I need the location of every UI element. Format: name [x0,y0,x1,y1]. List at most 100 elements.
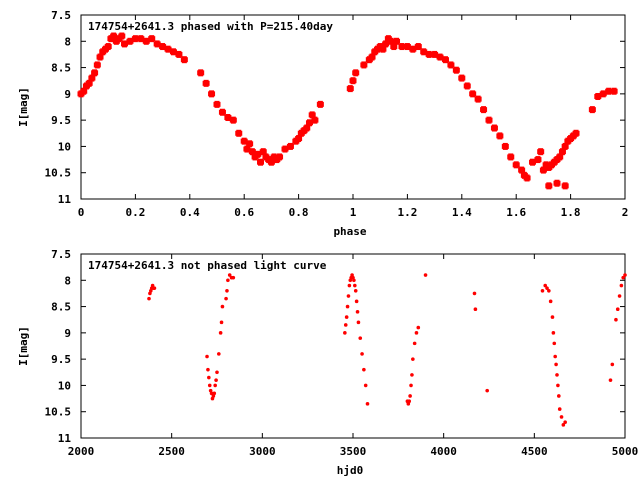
phased-data-point [99,48,107,56]
phased-x-tick-label: 1.6 [506,206,526,219]
phased-x-tick-label: 1.8 [561,206,581,219]
phased-data-point [567,135,575,143]
phased-data-point [104,43,112,51]
phased-data-point [474,95,482,103]
phased-data-point [115,35,123,43]
phased-data-point [229,116,237,124]
unphased-plot-title: 174754+2641.3 not phased light curve [88,259,327,272]
phased-data-point [501,142,509,150]
phased-data-point [257,158,265,166]
phased-data-point [292,137,300,145]
phased-data-point [382,40,390,48]
unphased-data-point [551,331,556,335]
phased-data-point [512,161,520,169]
unphased-data-point [355,310,360,314]
unphased-data-point [407,399,412,404]
unphased-data-point [206,367,210,372]
phased-data-point [276,153,284,161]
phased-data-point [346,85,354,93]
phased-data-point [558,148,566,156]
phased-data-point [93,61,101,69]
phased-data-point [529,158,537,166]
unphased-x-tick-label: 5000 [612,445,639,458]
phased-x-tick-label: 0.6 [234,206,254,219]
phased-data-point [267,158,275,166]
phased-data-point [537,148,545,156]
phased-data-point [545,163,553,171]
phased-data-point [518,166,526,174]
unphased-data-point [552,341,557,346]
unphased-y-tick-label: 9.5 [51,353,71,366]
unphased-data-point [472,291,477,296]
phased-data-point [373,45,381,53]
unphased-data-point [213,383,217,388]
phased-data-point [265,156,273,164]
unphased-data-point [343,331,347,335]
phased-data-point [101,45,109,53]
unphased-data-point [555,373,559,377]
unphased-y-tick-label: 8 [64,274,71,287]
phased-data-point [352,69,360,77]
unphased-data-point [547,289,551,293]
phased-data-point [379,45,387,53]
phased-data-point [572,129,580,137]
unphased-data-point [365,402,370,406]
phased-data-point [403,43,411,51]
unphased-plot: 2000 2500 3000 3500 4000 4500 5000 7.5 8 8.5 9 9.5 1… [17,248,638,477]
phased-data-point [110,32,118,40]
unphased-data-point [408,394,412,398]
unphased-y-tick-label: 8.5 [51,301,71,314]
unphased-data-point [227,273,232,277]
phased-data-point [390,43,398,51]
phased-data-point [605,87,613,95]
phased-data-point [316,100,324,108]
unphased-data-point [345,304,350,309]
phased-data-point [409,45,417,53]
unphased-data-point [207,375,211,380]
phased-plot: 0 0.2 0.4 0.6 0.8 1 1.2 1.4 1.6 1.8 2 7.5 8 8.5 9 9.5 10… [17,9,628,238]
phased-data-point [246,140,254,148]
unphased-data-point [414,331,419,335]
phased-data-point [599,90,607,98]
phased-data-point [349,77,357,85]
phased-data-point [148,35,156,43]
phased-data-point [564,137,572,145]
phased-data-point [447,61,455,69]
phased-y-tick-label: 7.5 [51,9,71,22]
unphased-data-point [218,331,223,335]
unphased-ticks: 2000 2500 3000 3500 4000 4500 5000 7.5 8 8.5 9 9.5 1… [45,248,639,458]
phased-data-point [175,50,183,58]
phased-data-point [118,32,126,40]
phased-data-point [610,87,618,95]
phased-data-point [96,53,104,61]
phased-data-point [303,124,311,132]
phased-x-tick-label: 0.8 [289,206,309,219]
unphased-data-point [356,320,361,325]
unphased-data-point [617,294,622,298]
phased-data-point [85,79,93,87]
phased-data-point [107,35,115,43]
unphased-data-point [561,423,566,427]
phased-data-point [131,35,139,43]
phased-x-tick-label: 1.2 [397,206,417,219]
phased-data-point [311,116,319,124]
phased-data-point [588,106,596,114]
unphased-data-point [548,299,553,304]
phased-data-point [180,56,188,64]
phased-x-tick-label: 1.4 [452,206,472,219]
phased-y-axis-label: I[mag] [17,87,30,127]
phased-data-point [159,43,167,51]
phased-y-tick-label: 8.5 [51,62,71,75]
phased-data-point [137,35,145,43]
phased-data-point [224,114,232,122]
phased-data-point [243,145,251,153]
phased-data-point [254,150,262,158]
phased-data-point [235,129,243,137]
phased-data-point [153,40,161,48]
phased-data-point [556,153,564,161]
phased-data-point [142,37,150,45]
phased-data-point [458,74,466,82]
unphased-data-point [220,304,225,309]
unphased-data-point [352,278,356,283]
